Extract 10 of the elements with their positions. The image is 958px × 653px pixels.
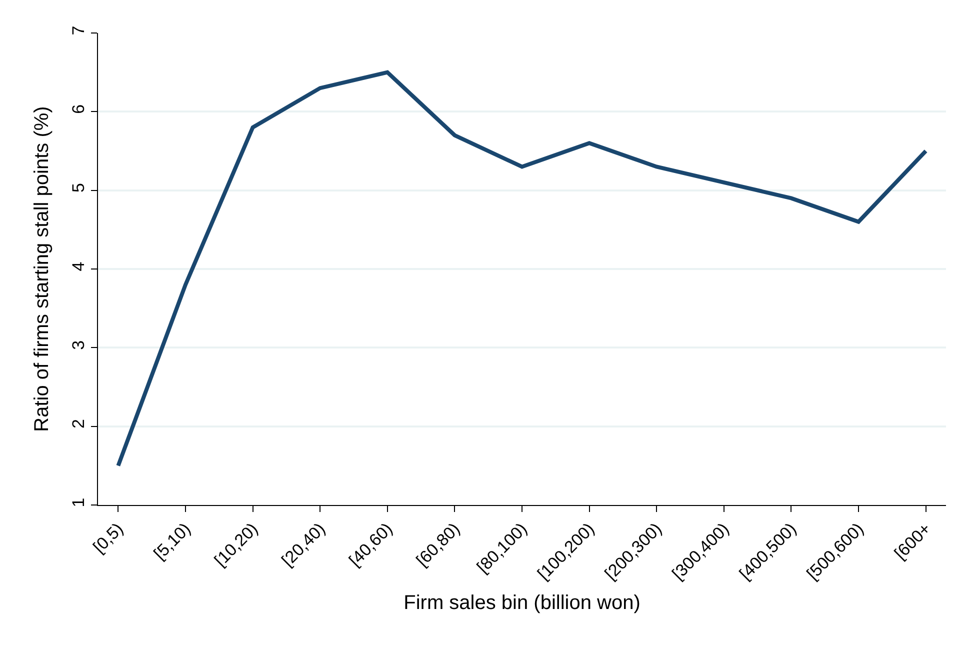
- y-tick-label: 4: [69, 262, 88, 272]
- y-tick-label: 1: [69, 498, 88, 508]
- line-series: [116, 70, 928, 468]
- y-tick-label: 7: [69, 26, 88, 36]
- y-axis-title: Ratio of firms starting stall points (%): [31, 106, 53, 432]
- x-axis-title: Firm sales bin (billion won): [404, 592, 640, 614]
- y-tick-label: 2: [69, 419, 88, 429]
- y-tick-label: 3: [69, 340, 88, 350]
- y-tick-label: 6: [69, 104, 88, 114]
- y-tick-label: 5: [69, 183, 88, 193]
